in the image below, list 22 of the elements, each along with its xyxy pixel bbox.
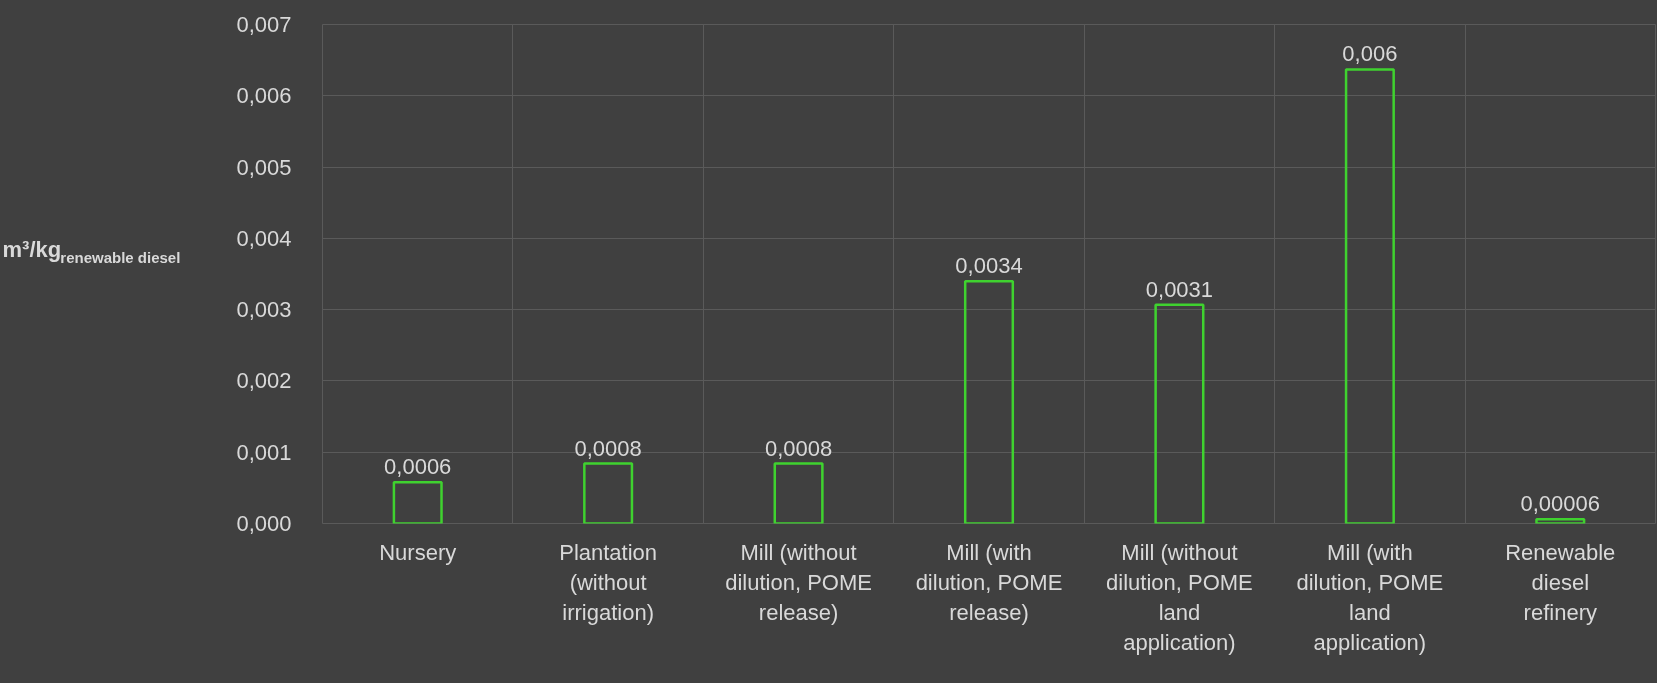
y-tick-label: 0,001 (236, 439, 292, 465)
x-tick-label: Mill (with dilution, POME land application) (1296, 539, 1444, 655)
y-tick-label: 0,003 (236, 297, 292, 323)
x-tick-label: Renewable diesel refinery (1505, 539, 1616, 625)
y-tick-label: 0,004 (236, 225, 292, 251)
x-tick-label: Plantation (without irrigation) (559, 539, 658, 625)
data-label: 0,0006 (384, 454, 452, 480)
x-tick-label: Mill (without dilution, POME land application) (1106, 539, 1253, 655)
y-tick-label: 0,000 (236, 511, 292, 536)
y-tick-label: 0,006 (236, 83, 292, 109)
y-tick-label: 0,007 (236, 12, 292, 37)
x-tick-label: Mill (without dilution, POME release) (725, 539, 872, 625)
data-label: 0,0031 (1145, 276, 1214, 302)
x-tick-label: Nursery (379, 539, 457, 565)
data-label: 0,0008 (764, 435, 833, 461)
x-tick-label: Mill (with dilution, POME release) (915, 539, 1063, 625)
data-label: 0,0008 (574, 435, 642, 461)
y-tick-label: 0,002 (236, 368, 292, 394)
data-label: 0,0034 (955, 253, 1023, 279)
data-label: 0,006 (1342, 41, 1398, 67)
y-tick-label: 0,005 (236, 154, 292, 180)
data-label: 0,00006 (1520, 491, 1601, 517)
